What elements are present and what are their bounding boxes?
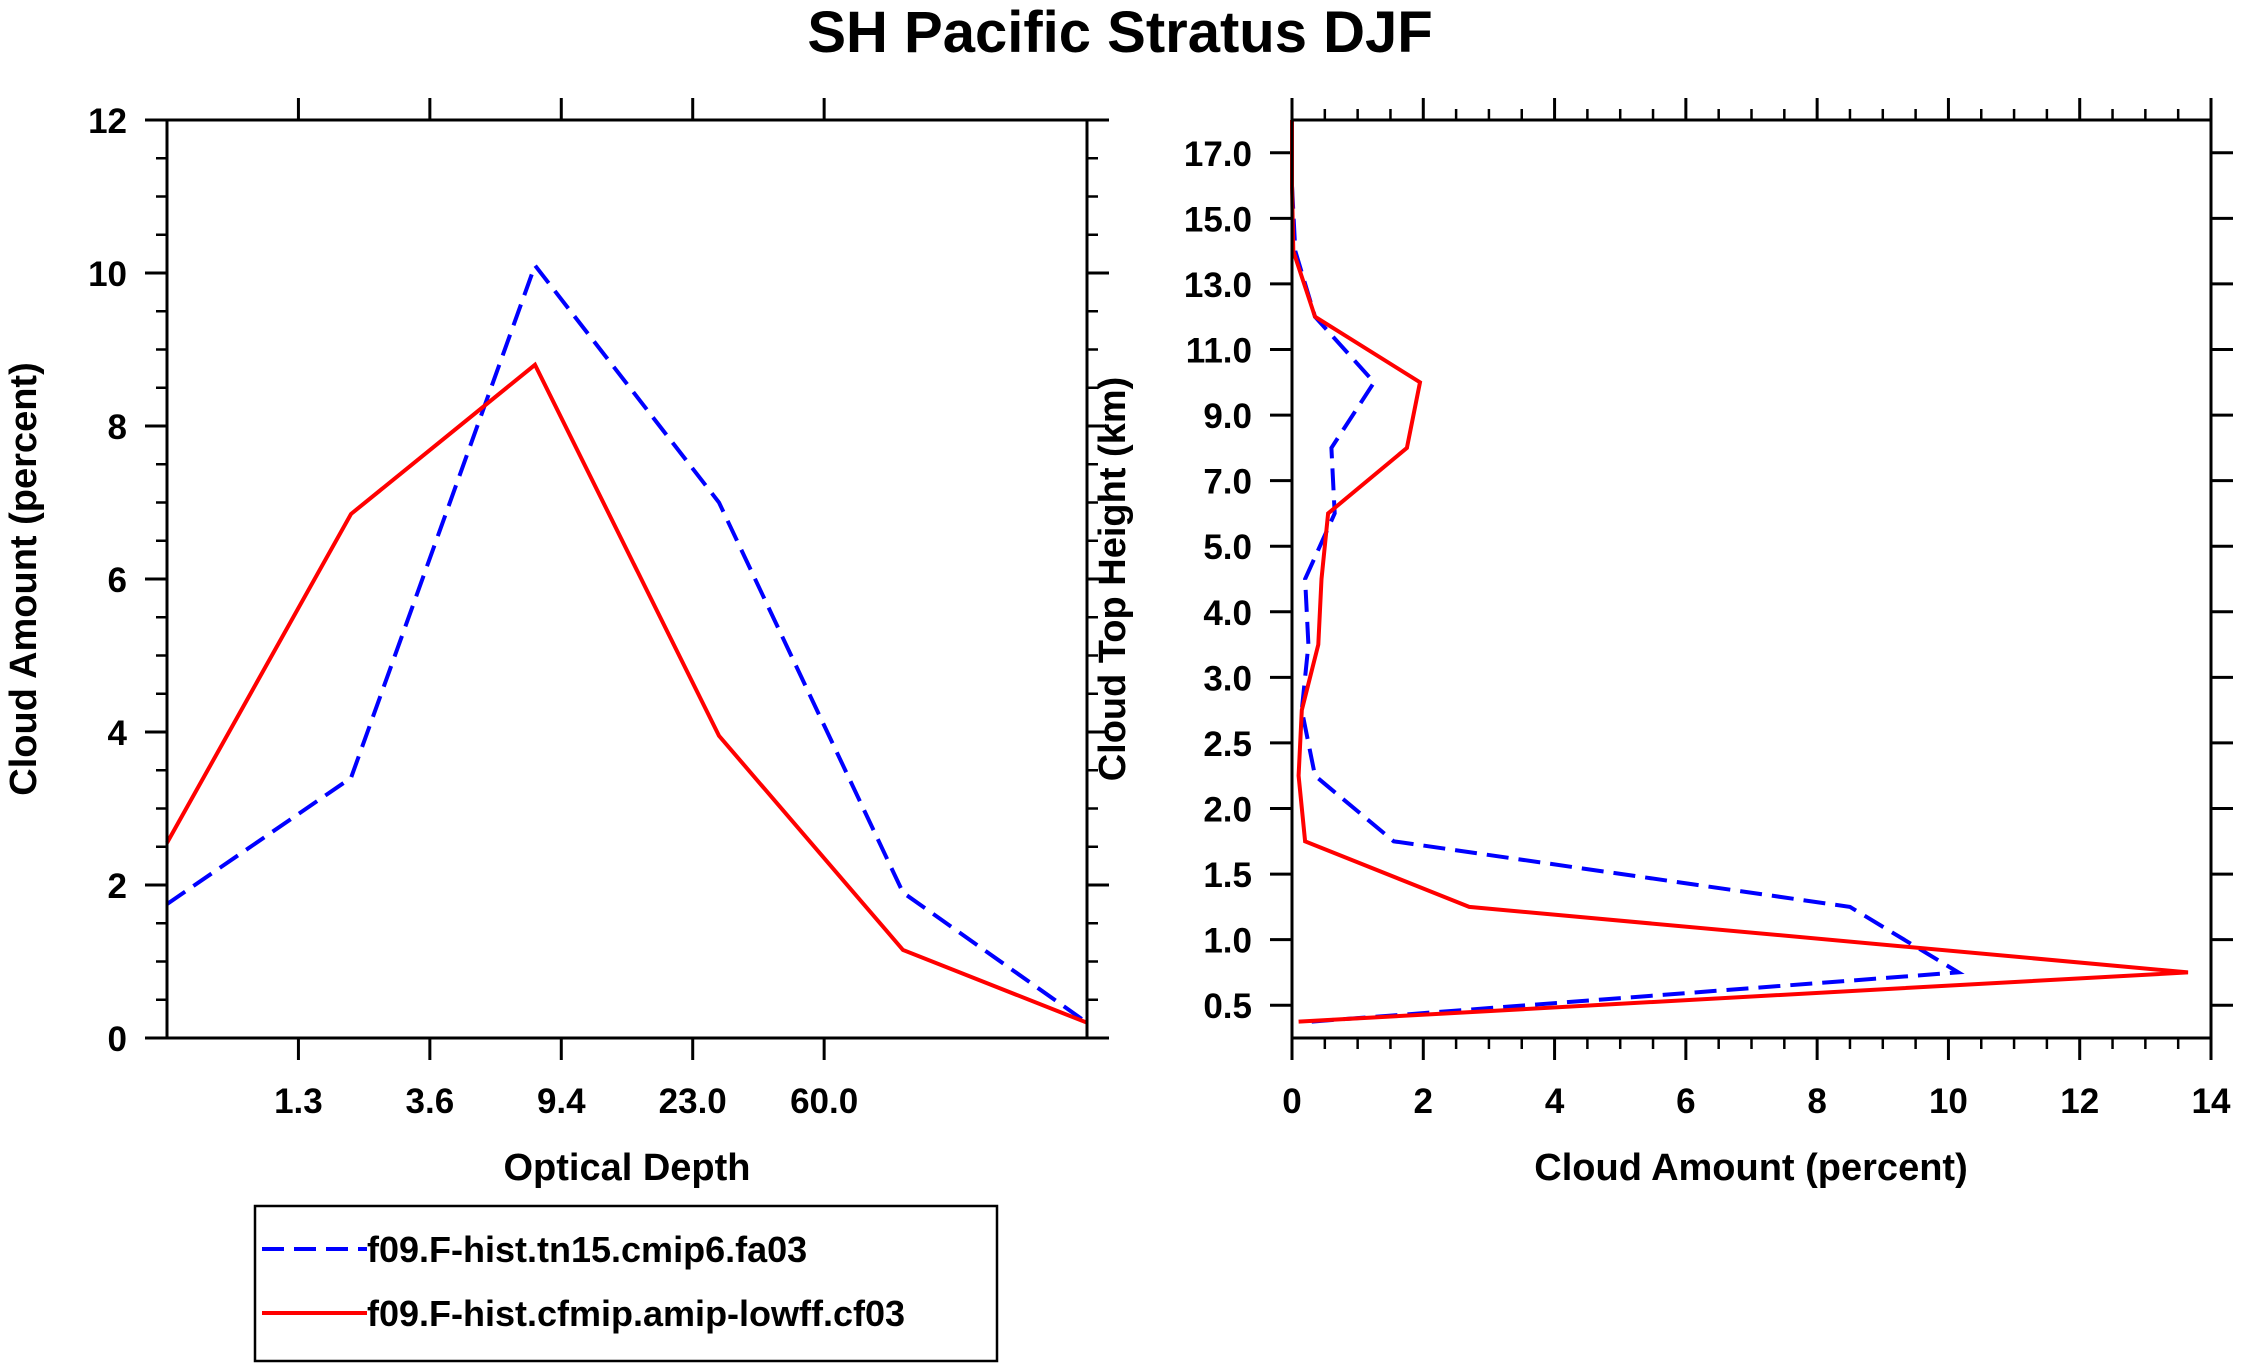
left-y-axis-label: Cloud Amount (percent) (3, 362, 45, 795)
right-x-tick-label: 2 (1414, 1082, 1433, 1121)
right-y-axis-label: Cloud Top Height (km) (1092, 377, 1134, 782)
left-x-tick-label: 9.4 (537, 1082, 586, 1121)
left-x-tick-label: 60.0 (790, 1082, 858, 1121)
left-y-tick-label: 8 (108, 408, 127, 447)
right-x-tick-label: 10 (1929, 1082, 1968, 1121)
left-y-tick-label: 12 (88, 102, 127, 141)
right-y-tick-labels: 0.5 1.0 1.5 2.0 2.5 3.0 4.0 5.0 7.0 9.0 11.0 13.0 15… (1184, 135, 1252, 1026)
left-x-tick-label: 1.3 (274, 1082, 323, 1121)
left-series-blue-dashed (165, 261, 1089, 1025)
right-x-tick-label: 4 (1545, 1082, 1565, 1121)
right-y-tick-label: 2.5 (1203, 725, 1252, 764)
left-y-tick-label: 0 (108, 1020, 127, 1059)
right-y-tick-label: 11.0 (1186, 332, 1252, 371)
left-series-lines (165, 261, 1089, 1025)
right-x-tick-label: 12 (2060, 1082, 2099, 1121)
chart-title: SH Pacific Stratus DJF (807, 0, 1432, 65)
legend-label-red: f09.F-hist.cfmip.amip-lowff.cf03 (367, 1293, 905, 1334)
right-series-lines (1290, 120, 2189, 1024)
right-y-tick-label: 9.0 (1203, 397, 1252, 436)
right-x-tick-labels: 0 2 4 6 8 10 12 14 (1282, 1082, 2231, 1121)
left-plot-frame (165, 118, 1089, 1040)
right-x-tick-label: 8 (1807, 1082, 1826, 1121)
cloud-top-height-panel: 0.5 1.0 1.5 2.0 2.5 3.0 4.0 5.0 7.0 9.0 11.0 13.0 15… (1092, 98, 2233, 1189)
right-y-tick-label: 5.0 (1203, 528, 1252, 567)
legend-label-blue: f09.F-hist.tn15.cmip6.fa03 (367, 1229, 807, 1270)
left-y-tick-label: 10 (88, 255, 127, 294)
right-y-tick-label: 2.0 (1203, 791, 1252, 830)
left-tick-marks (145, 98, 1109, 1060)
right-y-tick-label: 17.0 (1184, 135, 1252, 174)
left-y-tick-labels: 0 2 4 6 8 10 12 (88, 102, 127, 1059)
left-x-tick-label: 23.0 (659, 1082, 727, 1121)
left-x-tick-labels: 1.3 3.6 9.4 23.0 60.0 (274, 1082, 858, 1121)
right-y-tick-label: 7.0 (1203, 463, 1252, 502)
right-y-tick-label: 1.0 (1203, 922, 1252, 961)
left-y-tick-label: 2 (108, 867, 127, 906)
right-x-tick-label: 0 (1282, 1082, 1301, 1121)
right-series-red-solid (1290, 120, 2189, 1024)
right-y-tick-label: 1.5 (1203, 856, 1252, 895)
right-y-tick-label: 4.0 (1203, 594, 1252, 633)
left-y-tick-label: 6 (108, 561, 127, 600)
right-x-tick-label: 14 (2192, 1082, 2231, 1121)
left-y-tick-label: 4 (108, 714, 128, 753)
right-series-blue-dashed (1290, 120, 1965, 1024)
right-y-tick-label: 15.0 (1184, 200, 1252, 239)
right-plot-frame (1290, 118, 2213, 1040)
left-x-axis-label: Optical Depth (503, 1147, 750, 1189)
right-tick-marks (1270, 98, 2233, 1060)
right-y-tick-label: 3.0 (1203, 659, 1252, 698)
legend-box (253, 1204, 999, 1363)
right-x-axis-label: Cloud Amount (percent) (1534, 1147, 1967, 1189)
optical-depth-panel: 0 2 4 6 8 10 12 1.3 3.6 9.4 23.0 60.0 Optical Dept… (3, 98, 1109, 1189)
left-x-tick-label: 3.6 (406, 1082, 455, 1121)
left-series-red-solid (165, 361, 1088, 1025)
right-y-tick-label: 0.5 (1203, 987, 1252, 1026)
legend: f09.F-hist.tn15.cmip6.fa03 f09.F-hist.cf… (253, 1204, 999, 1363)
right-y-tick-label: 13.0 (1184, 266, 1252, 305)
right-x-tick-label: 6 (1676, 1082, 1695, 1121)
